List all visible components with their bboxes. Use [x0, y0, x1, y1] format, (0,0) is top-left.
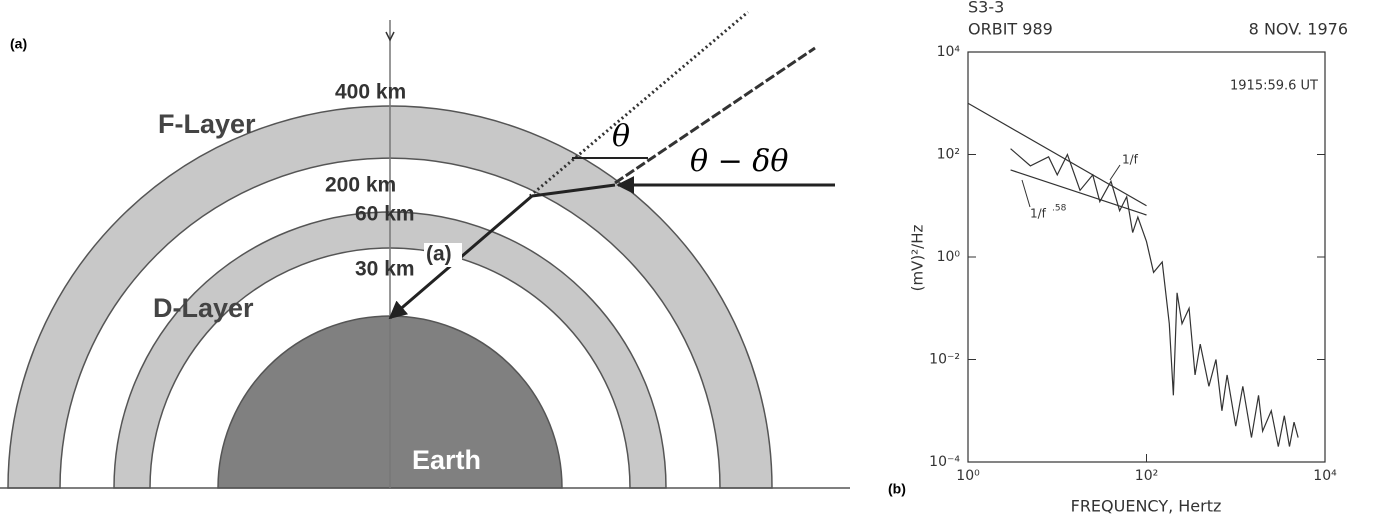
y-tick-label: 10² — [937, 147, 960, 163]
annotation-pointer — [1109, 164, 1121, 181]
annotation: 1/f — [1030, 207, 1047, 221]
x-tick-label: 10⁴ — [1313, 468, 1337, 484]
x-tick-label: 10⁰ — [956, 468, 980, 484]
chart-date: 8 NOV. 1976 — [1249, 20, 1348, 39]
altitude-label: 30 km — [355, 258, 415, 281]
panel-label: (a) — [10, 36, 27, 52]
data-line — [1010, 169, 1147, 216]
diagram — [0, 10, 850, 489]
chart-subtitle: ORBIT 989 — [968, 20, 1053, 39]
y-tick-label: 10⁴ — [937, 44, 961, 60]
angle-label: θ — [612, 119, 630, 154]
altitude-label: 400 km — [335, 81, 406, 104]
layer-label: D-Layer — [153, 293, 254, 323]
annotation: 1/f — [1122, 153, 1139, 167]
y-tick-label: 10⁰ — [937, 249, 961, 265]
plot-frame — [967, 51, 1326, 463]
x-tick-label: 10² — [1135, 468, 1158, 484]
y-tick-label: 10⁻⁴ — [929, 454, 960, 470]
ray-label: (a) — [426, 243, 452, 266]
data-line — [967, 102, 1147, 207]
panel-label: (b) — [888, 481, 906, 497]
altitude-label: 60 km — [355, 203, 415, 226]
y-axis-label: (mV)²/Hz — [909, 224, 927, 291]
chart: 10⁰ 10² 10⁴ 10⁻⁴ 10⁻² 10⁰ 10² 10⁴ S3-3 ORBIT 989 8… — [888, 0, 1348, 516]
x-axis-label: FREQUENCY, Hertz — [1071, 497, 1222, 516]
chart-time: 1915:59.6 UT — [1230, 79, 1318, 94]
altitude-label: 200 km — [325, 174, 396, 197]
y-tick-label: 10⁻² — [929, 352, 960, 368]
annotation-pointer — [1021, 179, 1031, 208]
annotation: .58 — [1052, 204, 1067, 214]
angle-label: θ − δθ — [690, 144, 788, 179]
chart-title: S3-3 — [968, 0, 1004, 17]
layer-label: F-Layer — [158, 109, 256, 139]
earth-label: Earth — [412, 445, 481, 475]
data-line — [1010, 148, 1299, 447]
